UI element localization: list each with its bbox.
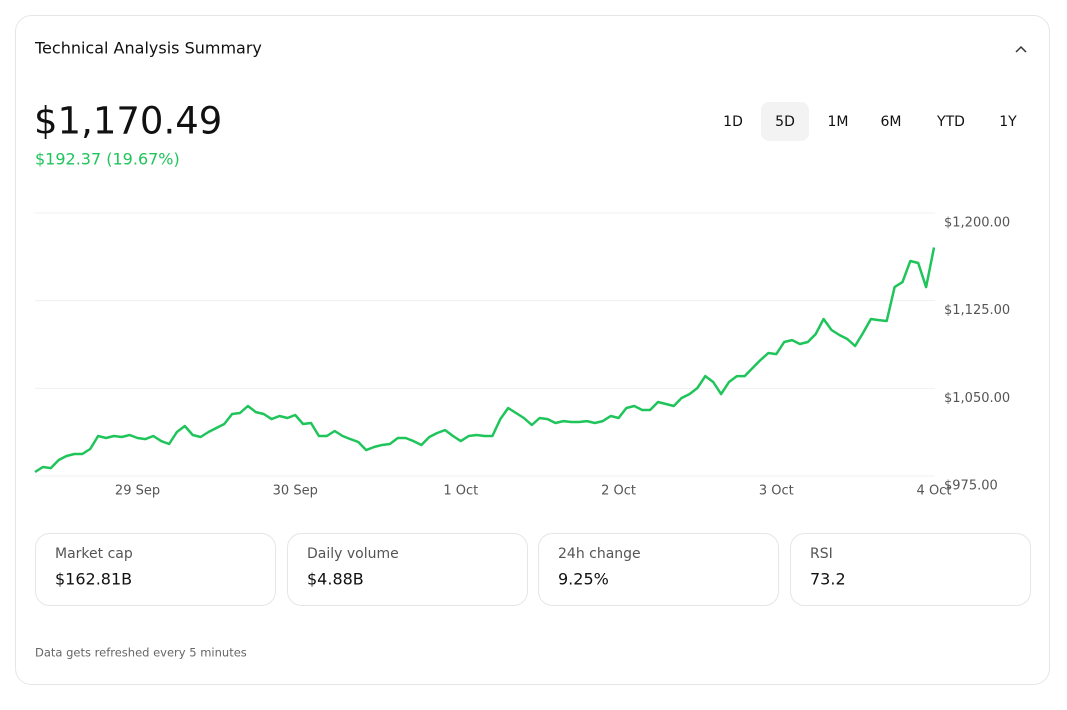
x-tick-label: 29 Sep	[115, 484, 160, 499]
x-tick-label: 1 Oct	[443, 484, 478, 499]
y-tick-label: $1,125.00	[944, 303, 1010, 318]
stat-card	[287, 533, 528, 606]
x-tick-label: 4 Oct	[917, 484, 952, 499]
range-button[interactable]: 1M	[828, 114, 849, 130]
price: $1,170.49	[34, 100, 222, 143]
x-tick-label: 2 Oct	[601, 484, 636, 499]
x-tick-label: 3 Oct	[759, 484, 794, 499]
stat-label: Market cap	[55, 546, 133, 562]
card	[15, 15, 1050, 685]
price-change: $192.37 (19.67%)	[35, 150, 180, 169]
stat-value: 9.25%	[558, 570, 609, 589]
range-button[interactable]: 1D	[723, 114, 743, 130]
y-tick-label: $1,050.00	[944, 391, 1010, 406]
footer-note: Data gets refreshed every 5 minutes	[35, 646, 247, 660]
y-tick-label: $1,200.00	[944, 216, 1010, 231]
stat-label: 24h change	[558, 546, 641, 562]
y-tick-label: $975.00	[944, 479, 998, 494]
card-title: Technical Analysis Summary	[34, 39, 262, 58]
stat-card	[538, 533, 779, 606]
collapse-chevron[interactable]	[1015, 45, 1027, 53]
stat-value: 73.2	[810, 570, 846, 589]
range-button[interactable]: 5D	[775, 114, 795, 130]
stat-value: $162.81B	[55, 570, 132, 589]
stat-label: Daily volume	[307, 546, 399, 562]
stat-card	[790, 533, 1031, 606]
range-button[interactable]: 1Y	[999, 114, 1017, 130]
range-button-bg[interactable]	[761, 102, 809, 141]
stat-card	[35, 533, 276, 606]
range-button[interactable]: 6M	[881, 114, 902, 130]
stat-label: RSI	[810, 546, 833, 562]
range-button[interactable]: YTD	[936, 114, 965, 130]
stat-value: $4.88B	[307, 570, 364, 589]
x-tick-label: 30 Sep	[273, 484, 318, 499]
price-line	[34, 247, 936, 474]
